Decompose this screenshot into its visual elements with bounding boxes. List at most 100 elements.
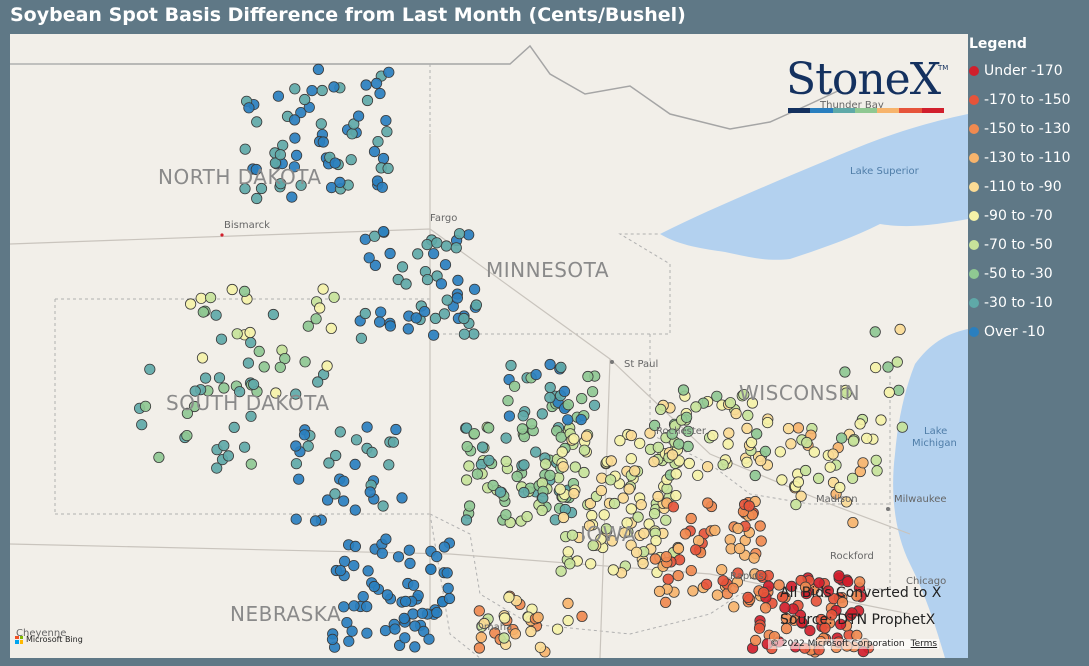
basis-dot[interactable] xyxy=(625,453,637,465)
basis-dot[interactable] xyxy=(310,313,322,325)
basis-dot[interactable] xyxy=(218,439,230,452)
basis-dot[interactable] xyxy=(758,586,770,599)
basis-dot[interactable] xyxy=(416,607,428,619)
basis-dot[interactable] xyxy=(346,625,358,637)
basis-dot[interactable] xyxy=(746,397,759,409)
basis-dot[interactable] xyxy=(819,622,831,634)
basis-dot[interactable] xyxy=(578,466,590,479)
basis-dot[interactable] xyxy=(558,385,571,397)
basis-dot[interactable] xyxy=(508,380,521,392)
basis-dot[interactable] xyxy=(181,429,193,442)
basis-dot[interactable] xyxy=(687,585,699,597)
basis-dot[interactable] xyxy=(723,427,735,439)
basis-dot[interactable] xyxy=(478,617,490,630)
basis-dot[interactable] xyxy=(440,240,452,252)
basis-dot[interactable] xyxy=(623,483,635,495)
basis-dot[interactable] xyxy=(458,328,470,340)
basis-dot[interactable] xyxy=(290,458,302,470)
basis-dot[interactable] xyxy=(460,474,473,486)
basis-dot[interactable] xyxy=(842,576,854,588)
basis-dot[interactable] xyxy=(269,157,281,169)
basis-dot[interactable] xyxy=(438,308,450,320)
basis-dot[interactable] xyxy=(435,278,447,290)
basis-dot[interactable] xyxy=(288,161,300,173)
basis-dot[interactable] xyxy=(218,382,230,394)
basis-dot[interactable] xyxy=(463,500,476,512)
basis-dot[interactable] xyxy=(835,432,848,444)
basis-dot[interactable] xyxy=(439,259,452,271)
legend-item[interactable]: -170 to -150 xyxy=(969,85,1087,114)
basis-dot[interactable] xyxy=(796,616,808,628)
basis-dot[interactable] xyxy=(441,294,453,306)
basis-dot[interactable] xyxy=(483,454,495,466)
basis-dot[interactable] xyxy=(255,182,268,195)
basis-dot[interactable] xyxy=(812,472,825,484)
basis-dot[interactable] xyxy=(650,535,662,547)
basis-dot[interactable] xyxy=(470,299,482,311)
basis-dot[interactable] xyxy=(211,462,223,474)
basis-dot[interactable] xyxy=(894,323,906,335)
basis-dot[interactable] xyxy=(431,237,443,249)
basis-dot[interactable] xyxy=(727,582,739,594)
basis-dot[interactable] xyxy=(503,591,515,603)
basis-dot[interactable] xyxy=(649,553,661,565)
basis-dot[interactable] xyxy=(316,84,328,97)
basis-dot[interactable] xyxy=(893,384,905,396)
basis-dot[interactable] xyxy=(443,592,456,605)
basis-dot[interactable] xyxy=(286,191,298,203)
basis-dot[interactable] xyxy=(755,535,767,547)
basis-dot[interactable] xyxy=(387,436,399,448)
basis-dot[interactable] xyxy=(451,292,463,304)
basis-dot[interactable] xyxy=(381,126,393,138)
basis-dot[interactable] xyxy=(181,407,193,419)
basis-dot[interactable] xyxy=(279,352,291,365)
basis-dot[interactable] xyxy=(854,576,866,588)
basis-dot[interactable] xyxy=(275,178,287,190)
basis-dot[interactable] xyxy=(234,386,246,398)
basis-dot[interactable] xyxy=(500,432,512,444)
basis-dot[interactable] xyxy=(870,454,882,466)
basis-dot[interactable] xyxy=(537,492,549,504)
basis-dot[interactable] xyxy=(372,136,384,148)
basis-dot[interactable] xyxy=(761,416,774,429)
basis-dot[interactable] xyxy=(525,625,537,638)
basis-dot[interactable] xyxy=(774,446,786,458)
basis-dot[interactable] xyxy=(390,423,402,436)
basis-dot[interactable] xyxy=(637,557,649,570)
map-view[interactable]: NORTH DAKOTA SOUTH DAKOTA MINNESOTA WISC… xyxy=(10,34,968,658)
basis-dot[interactable] xyxy=(824,461,836,473)
basis-dot[interactable] xyxy=(383,66,395,78)
basis-dot[interactable] xyxy=(500,455,512,467)
basis-dot[interactable] xyxy=(330,449,342,462)
basis-dot[interactable] xyxy=(348,559,360,572)
basis-dot[interactable] xyxy=(329,157,341,169)
basis-dot[interactable] xyxy=(882,361,894,373)
basis-dot[interactable] xyxy=(652,490,664,503)
basis-dot[interactable] xyxy=(673,438,685,450)
basis-dot[interactable] xyxy=(441,567,453,579)
basis-dot[interactable] xyxy=(427,329,440,341)
basis-dot[interactable] xyxy=(460,422,473,434)
basis-dot[interactable] xyxy=(502,395,514,407)
basis-dot[interactable] xyxy=(569,461,581,473)
basis-dot[interactable] xyxy=(732,522,744,534)
basis-dot[interactable] xyxy=(749,634,762,647)
basis-dot[interactable] xyxy=(185,298,197,310)
basis-dot[interactable] xyxy=(621,517,633,529)
basis-dot[interactable] xyxy=(250,163,262,176)
basis-dot[interactable] xyxy=(532,611,544,623)
basis-dot[interactable] xyxy=(557,461,569,473)
basis-dot[interactable] xyxy=(562,546,574,558)
basis-dot[interactable] xyxy=(189,385,201,397)
basis-dot[interactable] xyxy=(670,468,682,480)
basis-dot[interactable] xyxy=(346,128,358,140)
basis-dot[interactable] xyxy=(518,459,530,471)
basis-dot[interactable] xyxy=(329,488,341,500)
basis-dot[interactable] xyxy=(251,192,263,205)
basis-dot[interactable] xyxy=(410,312,422,324)
basis-dot[interactable] xyxy=(780,612,793,625)
basis-dot[interactable] xyxy=(376,547,388,559)
basis-dot[interactable] xyxy=(745,436,758,448)
basis-dot[interactable] xyxy=(412,248,424,260)
basis-dot[interactable] xyxy=(614,435,626,447)
